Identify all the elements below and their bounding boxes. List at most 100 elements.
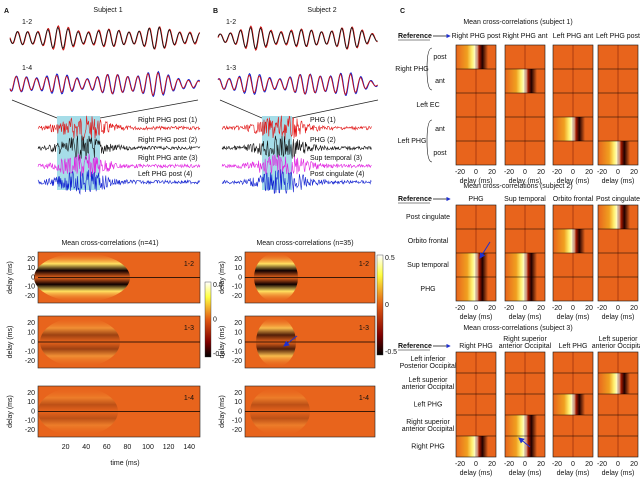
x-tick-label: -20: [504, 461, 514, 468]
y-tick-label: 0: [31, 408, 35, 415]
x-tick-label: 20: [630, 305, 638, 312]
reference-label: Reference: [398, 343, 432, 350]
map-title: Mean cross-correlations (n=41): [61, 240, 158, 247]
y-tick-label: 10: [27, 265, 35, 272]
colorbar-label: 0.5: [213, 282, 223, 289]
column-label: anterior Occipital: [592, 343, 640, 350]
wave-label: 1-3: [226, 65, 236, 72]
row-label: Orbito frontal: [408, 238, 449, 245]
x-tick-label: -20: [504, 169, 514, 176]
x-tick-label: 0: [523, 305, 527, 312]
map-label: 1-3: [359, 325, 369, 332]
x-axis-label: delay (ms): [509, 470, 542, 477]
x-tick-label: 0: [474, 305, 478, 312]
brace: [426, 119, 433, 163]
x-tick-label: 120: [163, 444, 175, 451]
reference-label: Reference: [398, 33, 432, 40]
x-axis-label: delay (ms): [460, 470, 493, 477]
x-tick-label: 60: [103, 444, 111, 451]
x-tick-label: 20: [585, 169, 593, 176]
x-tick-label: 20: [630, 169, 638, 176]
colorbar-label: 0.5: [385, 255, 395, 262]
x-tick-label: 100: [142, 444, 154, 451]
x-tick-label: -20: [455, 305, 465, 312]
column-label: Sup temporal: [504, 196, 546, 203]
x-axis-label: time (ms): [110, 460, 139, 467]
y-tick-label: -10: [232, 348, 242, 355]
column-label: Right PHG: [459, 343, 492, 350]
y-axis-label: delay (ms): [219, 395, 226, 428]
map-label: 1-2: [359, 261, 369, 268]
x-tick-label: 80: [124, 444, 132, 451]
row-label: Left EC: [416, 102, 439, 109]
x-tick-label: 20: [488, 169, 496, 176]
row-label: anterior Occipital: [402, 426, 455, 433]
x-tick-label: 20: [585, 461, 593, 468]
brace: [426, 47, 433, 91]
x-tick-label: -20: [552, 461, 562, 468]
x-tick-label: 0: [616, 169, 620, 176]
row-label: Posterior Occipital: [400, 363, 457, 370]
eeg-trace: [37, 153, 201, 177]
waveform: [9, 24, 201, 51]
map-title: Mean cross-correlations (n=35): [256, 240, 353, 247]
row-label: ant: [435, 126, 445, 133]
waveform: [217, 26, 378, 50]
channel-label: Right PHG ante (3): [138, 155, 198, 162]
row-label: Post cingulate: [406, 214, 450, 221]
row-label: Sup temporal: [407, 262, 449, 269]
column-label: Orbito frontal: [553, 196, 594, 203]
x-tick-label: 20: [62, 444, 70, 451]
eeg-trace: [37, 169, 201, 195]
arrow: [479, 241, 491, 259]
x-tick-label: 0: [571, 461, 575, 468]
channel-label: Post cingulate (4): [310, 171, 364, 178]
arrow: [518, 437, 531, 448]
x-tick-label: 0: [523, 169, 527, 176]
y-axis-label: delay (ms): [7, 261, 14, 294]
x-tick-label: 20: [537, 169, 545, 176]
column-label: Left PHG ant: [553, 33, 594, 40]
x-tick-label: 0: [571, 305, 575, 312]
colorbar-label: 0: [213, 316, 217, 323]
channel-label: Right PHG post (1): [138, 117, 197, 124]
x-tick-label: 0: [616, 305, 620, 312]
row-label: Right superior: [406, 419, 450, 426]
eeg-trace: [221, 115, 372, 140]
x-axis-label: delay (ms): [509, 314, 542, 321]
x-tick-label: 20: [488, 305, 496, 312]
subject-title: Subject 1: [93, 7, 122, 14]
x-axis-label: delay (ms): [557, 314, 590, 321]
group-label: Right PHG: [395, 66, 428, 73]
waveform: [9, 72, 201, 97]
channel-label: Right PHG post (2): [138, 137, 197, 144]
y-tick-label: -10: [25, 284, 35, 291]
subplot-title: Mean cross-correlations (subject 2): [463, 183, 572, 190]
x-tick-label: -20: [504, 305, 514, 312]
y-tick-label: 10: [234, 265, 242, 272]
x-tick-label: -20: [455, 461, 465, 468]
y-tick-label: 0: [238, 339, 242, 346]
column-label: Left PHG post: [596, 33, 640, 40]
map-label: 1-3: [184, 325, 194, 332]
column-label: PHG: [468, 196, 483, 203]
x-tick-label: 20: [537, 461, 545, 468]
eeg-trace: [37, 115, 201, 141]
colorbar: [204, 281, 212, 358]
y-tick-label: 10: [27, 399, 35, 406]
row-label: Left superior: [409, 377, 449, 384]
row-label: ant: [435, 78, 445, 85]
subplot-title: Mean cross-correlations (subject 1): [463, 19, 572, 26]
map-label: 1-4: [359, 395, 369, 402]
x-tick-label: -20: [597, 461, 607, 468]
column-label: Left superior: [599, 336, 639, 343]
x-tick-label: 0: [616, 461, 620, 468]
y-tick-label: -20: [232, 358, 242, 365]
map-label: 1-4: [184, 395, 194, 402]
column-label: Right superior: [503, 336, 547, 343]
column-label: anterior Occipital: [499, 343, 552, 350]
y-tick-label: 20: [27, 390, 35, 397]
y-tick-label: 10: [234, 399, 242, 406]
colorbar-label: 0: [385, 302, 389, 309]
